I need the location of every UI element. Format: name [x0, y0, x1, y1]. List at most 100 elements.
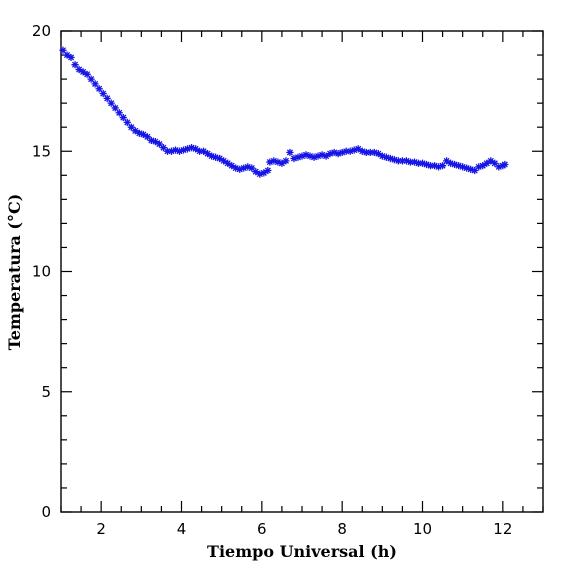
data-point — [366, 148, 374, 157]
data-point — [358, 147, 366, 155]
data-point — [306, 152, 314, 160]
data-point — [487, 157, 495, 165]
data-point — [135, 129, 143, 137]
data-point — [467, 165, 475, 173]
data-point — [438, 162, 447, 170]
data-point — [350, 146, 358, 154]
data-point — [232, 164, 240, 172]
data-point — [175, 147, 184, 155]
data-point — [123, 118, 131, 126]
data-point — [71, 61, 79, 69]
data-point — [252, 168, 260, 176]
data-point — [79, 68, 87, 76]
data-point — [422, 160, 431, 169]
data-point — [483, 159, 491, 167]
data-point — [394, 157, 402, 165]
data-point — [314, 152, 322, 160]
data-point — [382, 153, 390, 161]
data-point — [91, 80, 99, 88]
data-point — [318, 151, 326, 159]
data-point — [370, 148, 378, 157]
data-point — [475, 163, 483, 171]
plot-frame — [60, 30, 544, 513]
data-point — [322, 152, 330, 160]
data-point — [151, 138, 159, 146]
y-axis-label: Temperatura (°C) — [5, 194, 24, 351]
data-point — [119, 113, 127, 122]
y-tick-label: 0 — [41, 503, 51, 521]
data-point — [216, 154, 224, 163]
data-point — [459, 163, 467, 171]
data-point — [406, 158, 415, 166]
data-point — [95, 85, 103, 93]
data-point — [270, 157, 278, 165]
data-point — [434, 163, 443, 171]
data-point — [107, 99, 115, 107]
data-point — [63, 51, 71, 59]
data-point — [342, 147, 350, 155]
data-point — [224, 159, 232, 167]
x-axis-label: Tiempo Universal (h) — [207, 542, 397, 561]
y-tick-labels: 0 5 10 15 20 — [32, 22, 51, 521]
data-point — [208, 152, 216, 160]
data-point — [451, 160, 459, 169]
data-point — [354, 145, 362, 153]
x-tick-label: 4 — [177, 520, 187, 538]
y-tick-label: 10 — [32, 263, 51, 281]
axis-ticks — [60, 30, 544, 513]
data-point — [127, 123, 135, 131]
data-point — [131, 127, 139, 135]
data-point — [187, 144, 196, 152]
data-point — [256, 170, 264, 178]
x-tick-labels: 2 4 6 8 10 12 — [96, 520, 512, 538]
data-point — [204, 150, 212, 158]
data-point — [199, 147, 208, 155]
data-point — [75, 65, 83, 74]
data-point — [274, 158, 282, 166]
data-point — [362, 148, 370, 157]
data-point — [228, 162, 236, 170]
data-point — [471, 166, 479, 175]
data-point — [390, 156, 398, 164]
data-point — [103, 94, 111, 102]
data-point — [414, 159, 423, 167]
data-point — [167, 147, 176, 155]
y-tick-label: 15 — [32, 142, 51, 160]
data-point — [99, 89, 107, 98]
data-point — [83, 70, 91, 78]
data-point — [298, 152, 306, 160]
data-point — [346, 147, 354, 155]
data-point — [240, 164, 248, 172]
data-point — [264, 166, 272, 175]
y-tick-label: 5 — [41, 383, 51, 401]
data-point — [463, 164, 471, 172]
data-point — [163, 147, 172, 155]
x-tick-label: 10 — [413, 520, 432, 538]
data-point — [290, 154, 298, 163]
data-point — [191, 145, 200, 153]
data-point — [159, 144, 168, 152]
data-point — [143, 133, 151, 141]
data-point — [248, 164, 256, 172]
data-point — [236, 165, 244, 173]
data-point — [402, 157, 411, 165]
data-point — [374, 150, 382, 158]
data-point — [334, 150, 342, 158]
data-point — [479, 162, 487, 170]
x-tick-label: 2 — [96, 520, 106, 538]
data-point — [115, 109, 123, 117]
data-point — [195, 147, 204, 155]
y-tick-label: 20 — [32, 22, 51, 40]
data-point — [266, 158, 274, 166]
data-point — [179, 146, 188, 154]
x-tick-label: 6 — [257, 520, 267, 538]
data-point — [286, 148, 294, 157]
x-tick-label: 12 — [493, 520, 512, 538]
data-point — [310, 153, 318, 161]
data-point — [244, 163, 252, 171]
data-point — [155, 140, 164, 148]
data-point — [183, 145, 192, 153]
data-point — [455, 162, 463, 170]
data-point — [501, 160, 509, 169]
